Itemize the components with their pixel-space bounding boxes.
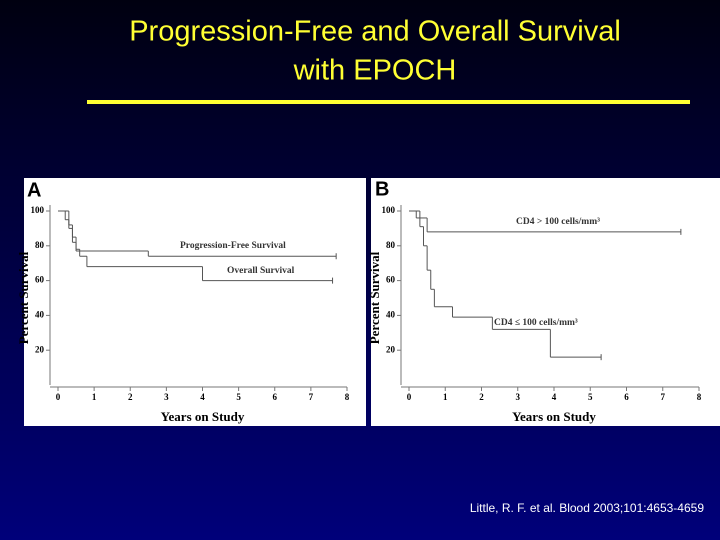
x-axis-label: Years on Study: [512, 409, 596, 424]
panel-label: A: [27, 179, 41, 201]
x-tick-label: 2: [479, 392, 484, 402]
x-tick-label: 0: [56, 392, 61, 402]
x-tick-label: 1: [92, 392, 97, 402]
panel-b-background: [371, 178, 720, 426]
series-label: CD4 > 100 cells/mm³: [516, 217, 600, 227]
x-axis-label: Years on Study: [161, 409, 245, 424]
x-tick-label: 4: [552, 392, 557, 402]
x-tick-label: 1: [443, 392, 448, 402]
slide-title: Progression-Free and Overall Survival: [129, 16, 621, 48]
x-tick-label: 6: [273, 392, 278, 402]
series-label: Overall Survival: [227, 266, 295, 276]
x-tick-label: 5: [588, 392, 593, 402]
y-tick-label: 40: [35, 309, 45, 319]
y-tick-label: 60: [35, 275, 45, 285]
slide-subtitle: with EPOCH: [293, 55, 457, 87]
y-tick-label: 80: [386, 240, 396, 250]
panel-label: B: [375, 178, 389, 200]
x-tick-label: 3: [516, 392, 521, 402]
x-tick-label: 8: [345, 392, 350, 402]
x-tick-label: 8: [697, 392, 702, 402]
series-label: Progression-Free Survival: [180, 241, 286, 251]
series-label: CD4 ≤ 100 cells/mm³: [494, 318, 578, 328]
y-tick-label: 20: [35, 344, 45, 354]
citation: Little, R. F. et al. Blood 2003;101:4653…: [470, 501, 704, 515]
y-tick-label: 40: [386, 309, 396, 319]
y-tick-label: 20: [386, 344, 396, 354]
x-tick-label: 0: [407, 392, 412, 402]
y-tick-label: 100: [31, 205, 45, 215]
y-tick-label: 80: [35, 240, 45, 250]
x-tick-label: 7: [661, 392, 666, 402]
x-tick-label: 5: [236, 392, 241, 402]
y-axis-label: Percent Survival: [16, 251, 31, 344]
x-tick-label: 6: [624, 392, 629, 402]
y-axis-label: Percent Survival: [367, 251, 382, 344]
x-tick-label: 3: [164, 392, 169, 402]
y-tick-label: 60: [386, 275, 396, 285]
y-tick-label: 100: [382, 205, 396, 215]
panel-a-background: [24, 178, 366, 426]
x-tick-label: 4: [200, 392, 205, 402]
x-tick-label: 2: [128, 392, 133, 402]
x-tick-label: 7: [309, 392, 314, 402]
